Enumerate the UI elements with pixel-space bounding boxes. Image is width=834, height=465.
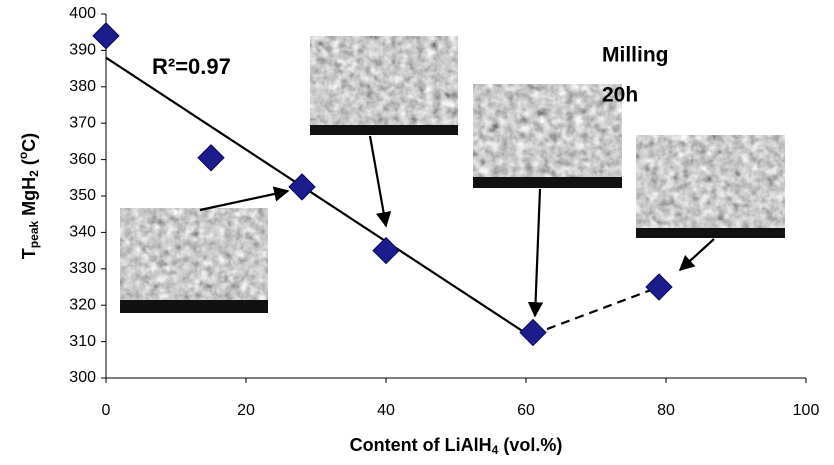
sem-footer — [636, 228, 785, 238]
label-part: ( — [19, 159, 39, 170]
y-tick-label: 300 — [69, 369, 96, 386]
sem-footer — [120, 300, 268, 313]
point — [289, 174, 315, 200]
x-axis-label: Content of LiAlH4 (vol.%) — [350, 435, 563, 457]
arrow — [535, 189, 540, 316]
y-tick-label: 370 — [69, 114, 96, 131]
label-part: C) — [19, 133, 39, 152]
arrow — [680, 239, 714, 270]
label-part: Content of LiAlH — [350, 435, 492, 455]
y-axis-label: Tpeak MgH2 (oC) — [16, 133, 41, 259]
chart: R²=0.97 Milling 20h Content of LiAlH4 (v… — [0, 0, 834, 465]
sem-image — [636, 135, 785, 238]
label-part: T — [19, 248, 39, 259]
point — [646, 274, 672, 300]
x-tick-label: 20 — [237, 402, 255, 419]
y-tick-label: 400 — [69, 5, 96, 22]
annotation: 20h — [602, 84, 638, 107]
label-part: peak — [27, 221, 41, 249]
sem-footer — [473, 177, 622, 188]
sem-image — [473, 84, 622, 188]
x-tick-label: 100 — [793, 402, 820, 419]
y-tick-label: 350 — [69, 187, 96, 204]
point — [93, 23, 119, 49]
annotation: Milling — [602, 44, 669, 67]
y-tick-label: 390 — [69, 42, 96, 59]
label-part: MgH — [19, 177, 39, 221]
point — [198, 145, 224, 171]
y-tick-label: 320 — [69, 296, 96, 313]
sem-footer — [310, 125, 458, 135]
label-part: (vol.%) — [498, 435, 562, 455]
trend-line — [533, 287, 659, 334]
y-tick-label: 340 — [69, 224, 96, 241]
y-tick-label: 360 — [69, 151, 96, 168]
point — [373, 238, 399, 264]
arrow — [370, 136, 386, 226]
y-tick-label: 380 — [69, 78, 96, 95]
sem-image — [120, 208, 268, 313]
y-tick-label: 330 — [69, 260, 96, 277]
sem-image — [310, 36, 458, 135]
point — [520, 320, 546, 346]
x-tick-label: 40 — [377, 402, 395, 419]
annotation: R²=0.97 — [152, 54, 231, 79]
arrow — [200, 191, 288, 210]
x-tick-label: 60 — [517, 402, 535, 419]
y-tick-label: 310 — [69, 333, 96, 350]
x-tick-label: 0 — [102, 402, 111, 419]
label-part: o — [16, 152, 30, 159]
x-tick-label: 80 — [657, 402, 675, 419]
